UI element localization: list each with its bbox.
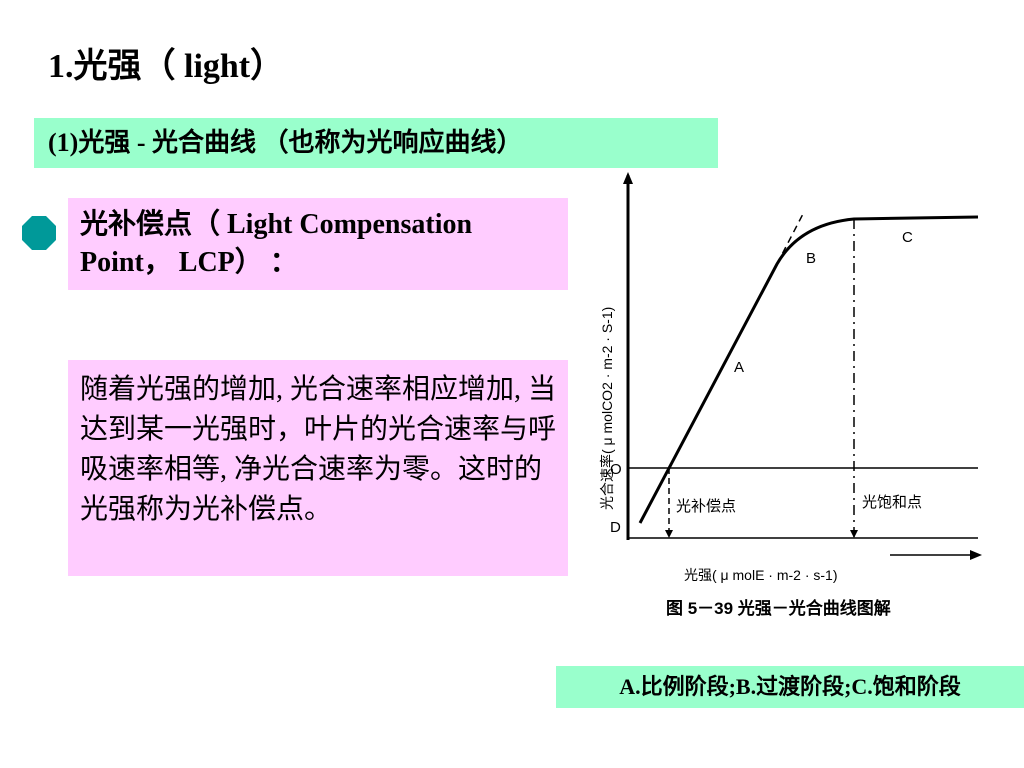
lcp-definition-box: 光补偿点（ Light Compensation Point， LCP） ： (68, 198, 568, 290)
lcp-heading-line1: 光补偿点（ Light Compensation (80, 209, 473, 240)
stage-legend-text: A.比例阶段;B.过渡阶段;C.饱和阶段 (619, 674, 961, 699)
saturation-label: 光饱和点 (862, 494, 922, 511)
light-response-figure: A B C O D 光补偿点 光饱和点 光合速率( μ molCO2 · m-2… (590, 170, 1010, 630)
subtitle-text: (1)光强 - 光合曲线 （也称为光响应曲线） (48, 128, 523, 157)
saturation-marker-tip (850, 530, 858, 538)
stage-legend: A.比例阶段;B.过渡阶段;C.饱和阶段 (556, 666, 1024, 708)
lcp-heading-line2: Point， LCP） ： (80, 247, 298, 278)
segment-label-b: B (806, 250, 816, 267)
segment-label-c: C (902, 229, 913, 246)
y-axis-label: 光合速率( μ molCO2 · m-2 · S-1) (599, 307, 615, 510)
segment-label-a: A (734, 359, 744, 376)
y-axis-arrow (623, 172, 633, 184)
figure-caption: 图 5－39 光强－光合曲线图解 (666, 598, 891, 618)
slide-title: 1.光强（ light） (48, 48, 285, 85)
tangent-extension (776, 211, 805, 265)
d-label: D (610, 519, 621, 536)
subtitle-banner: (1)光强 - 光合曲线 （也称为光响应曲线） (34, 118, 718, 168)
compensation-marker-tip (665, 530, 673, 538)
bullet-octagon-icon (22, 216, 56, 250)
compensation-label: 光补偿点 (676, 498, 736, 515)
x-axis-arrow (970, 550, 982, 560)
description-box: 随着光强的增加, 光合速率相应增加, 当达到某一光强时，叶片的光合速率与呼吸速率… (68, 360, 568, 576)
origin-label: O (610, 461, 622, 478)
x-axis-label: 光强( μ molE · m-2 · s-1) (684, 567, 838, 583)
light-response-chart: A B C O D 光补偿点 光饱和点 光合速率( μ molCO2 · m-2… (599, 172, 982, 618)
description-text: 随着光强的增加, 光合速率相应增加, 当达到某一光强时，叶片的光合速率与呼吸速率… (80, 374, 557, 525)
